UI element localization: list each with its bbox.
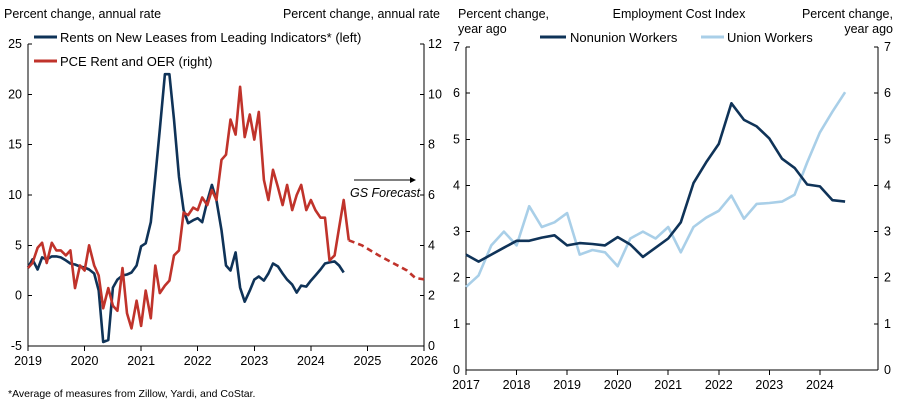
eci-left-y-tick-label: 1 (453, 317, 460, 331)
right-y-tick-label: 4 (428, 238, 435, 252)
eci-right-y-tick-label: 0 (884, 363, 891, 377)
x-tick-label: 2024 (297, 354, 325, 368)
right-y-tick-label: 10 (428, 87, 442, 101)
eci-x-tick-label: 2023 (755, 378, 783, 392)
legend-pce-label: PCE Rent and OER (right) (60, 54, 212, 69)
x-tick-label: 2022 (184, 354, 212, 368)
left-y-tick-label: 20 (8, 87, 22, 101)
employment-cost-index-chart: Percent change, year ago Employment Cost… (452, 7, 893, 392)
series-line-pce-rent-and-oer-forecast (348, 239, 425, 281)
eci-left-y-tick-label: 7 (453, 40, 460, 54)
eci-right-y-tick-label: 4 (884, 178, 891, 192)
eci-x-tick-label: 2017 (452, 378, 480, 392)
x-tick-label: 2023 (240, 354, 268, 368)
forecast-arrowhead (410, 177, 416, 183)
right-y-tick-label: 8 (428, 138, 435, 152)
eci-right-axis-title-line1: Percent change, (802, 7, 893, 21)
x-tick-label: 2020 (71, 354, 99, 368)
series-line-union-workers (465, 91, 847, 288)
left-y-tick-label: 5 (15, 238, 22, 252)
eci-right-axis-title-a: Percent change, (802, 7, 893, 21)
left-y-tick-label: 10 (8, 188, 22, 202)
series-line-nonunion-workers (465, 102, 846, 263)
eci-title: Employment Cost Index (613, 7, 746, 21)
right-y-tick-label: 6 (428, 188, 435, 202)
left-y-tick-label: -5 (11, 339, 22, 353)
x-tick-label: 2019 (14, 354, 42, 368)
eci-left-y-tick-label: 0 (453, 363, 460, 377)
eci-x-tick-label: 2019 (553, 378, 581, 392)
eci-x-tick-label: 2020 (604, 378, 632, 392)
eci-left-y-tick-label: 6 (453, 86, 460, 100)
legend-union-label: Union Workers (727, 30, 813, 45)
forecast-annotation: GS Forecast (350, 186, 421, 200)
legend-nonunion-label: Nonunion Workers (570, 30, 678, 45)
x-tick-label: 2026 (410, 354, 438, 368)
left-y-tick-label: 25 (8, 37, 22, 51)
eci-left-axis-title-line1: Percent change, (458, 7, 549, 21)
eci-left-y-tick-label: 2 (453, 271, 460, 285)
series-line-pce-rent-and-oer-right (27, 85, 351, 330)
footnote: *Average of measures from Zillow, Yardi,… (8, 388, 255, 400)
eci-x-tick-label: 2018 (503, 378, 531, 392)
right-y-tick-label: 2 (428, 289, 435, 303)
eci-left-axis-title-b: year ago (458, 22, 507, 36)
eci-right-y-tick-label: 5 (884, 132, 891, 146)
x-tick-label: 2021 (127, 354, 155, 368)
eci-x-tick-label: 2022 (705, 378, 733, 392)
series-line-rents-on-new-leases-from-leading-indicators-left (26, 72, 345, 344)
right-y-axis-title: Percent change, annual rate (283, 7, 440, 21)
left-y-tick-label: 0 (15, 289, 22, 303)
right-y-tick-label: 0 (428, 339, 435, 353)
left-y-axis-title: Percent change, annual rate (4, 7, 161, 21)
eci-x-tick-label: 2021 (654, 378, 682, 392)
eci-right-axis-title-line2: year ago (844, 22, 893, 36)
eci-right-axis-title-b: year ago (844, 22, 893, 36)
eci-left-y-tick-label: 5 (453, 132, 460, 146)
eci-x-tick-label: 2024 (806, 378, 834, 392)
legend-rents-label: Rents on New Leases from Leading Indicat… (60, 30, 361, 45)
eci-right-y-tick-label: 2 (884, 271, 891, 285)
eci-right-y-tick-label: 7 (884, 40, 891, 54)
eci-left-axis-title-a: Percent change, (458, 7, 549, 21)
rent-inflation-chart: Percent change, annual rate Percent chan… (4, 7, 442, 400)
eci-left-y-tick-label: 4 (453, 178, 460, 192)
eci-right-y-tick-label: 6 (884, 86, 891, 100)
left-y-tick-label: 15 (8, 138, 22, 152)
x-tick-label: 2025 (354, 354, 382, 368)
eci-right-y-tick-label: 1 (884, 317, 891, 331)
eci-left-y-tick-label: 3 (453, 225, 460, 239)
eci-left-axis-title-line2: year ago (458, 22, 507, 36)
eci-right-y-tick-label: 3 (884, 225, 891, 239)
right-y-tick-label: 12 (428, 37, 442, 51)
